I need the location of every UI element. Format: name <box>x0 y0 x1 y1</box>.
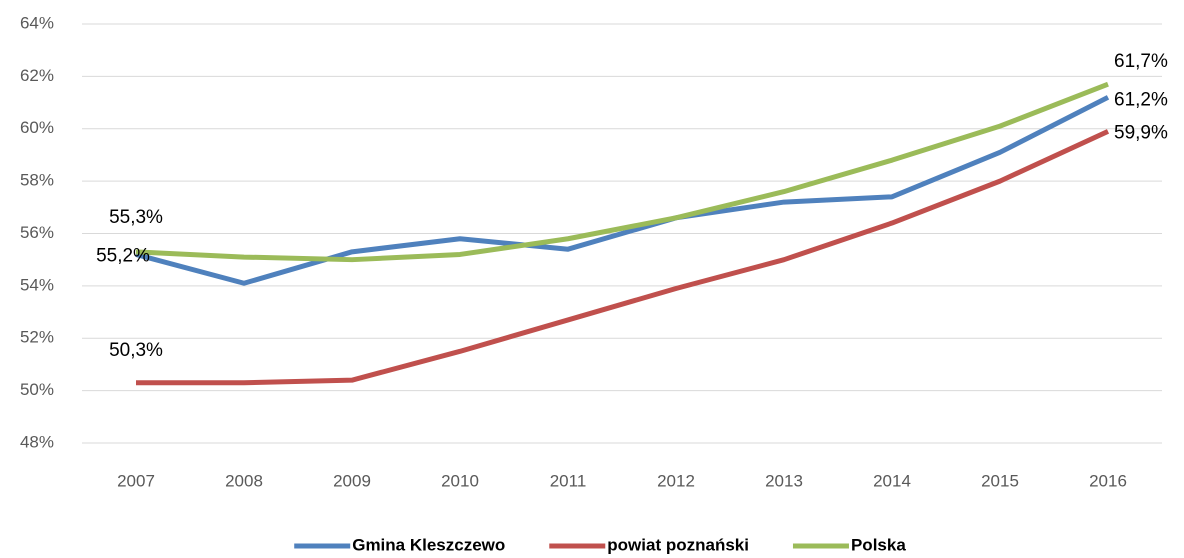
x-tick-label: 2013 <box>765 471 803 490</box>
legend-label: Polska <box>851 535 906 554</box>
data-label: 50,3% <box>109 340 163 361</box>
data-label: 59,9% <box>1114 122 1168 143</box>
y-tick-label: 52% <box>20 328 54 347</box>
y-tick-label: 58% <box>20 171 54 190</box>
legend-label: powiat poznański <box>607 535 749 554</box>
x-tick-label: 2010 <box>441 471 479 490</box>
series-line <box>135 95 1110 286</box>
series-line <box>136 129 1110 386</box>
x-tick-label: 2009 <box>333 471 371 490</box>
y-tick-label: 54% <box>20 275 54 294</box>
y-tick-label: 50% <box>20 380 54 399</box>
data-label: 55,3% <box>109 207 163 228</box>
x-tick-label: 2011 <box>550 471 587 490</box>
y-tick-label: 62% <box>20 66 54 85</box>
x-tick-label: 2014 <box>873 471 911 490</box>
y-tick-label: 60% <box>20 118 54 137</box>
y-tick-label: 64% <box>20 13 54 32</box>
legend-label: Gmina Kleszczewo <box>352 535 505 554</box>
y-tick-label: 56% <box>20 223 54 242</box>
x-tick-label: 2015 <box>981 471 1019 490</box>
x-tick-label: 2008 <box>225 471 263 490</box>
x-tick-label: 2016 <box>1089 471 1127 490</box>
x-tick-label: 2007 <box>117 471 155 490</box>
data-label: 61,2% <box>1114 89 1168 110</box>
data-label: 55,2% <box>96 245 150 266</box>
series-line <box>135 81 1109 263</box>
x-tick-label: 2012 <box>657 471 695 490</box>
y-tick-label: 48% <box>20 432 54 451</box>
legend: Gmina Kleszczewo powiat poznański Polska <box>294 535 906 554</box>
data-label: 61,7% <box>1114 51 1168 72</box>
